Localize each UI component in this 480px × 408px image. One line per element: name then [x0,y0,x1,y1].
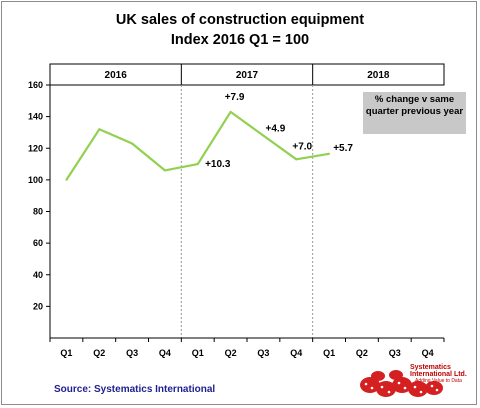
logo-name: Systematics International Ltd. [410,364,467,378]
y-tick-label: 40 [33,270,43,280]
x-tick-label: Q3 [126,348,138,358]
source-note: Source: Systematics International [54,384,216,395]
data-point [196,163,199,166]
year-label: 2017 [236,70,259,81]
y-tick-label: 80 [33,207,43,217]
data-point [98,128,101,131]
x-tick-label: Q4 [159,348,171,358]
x-tick-label: Q2 [93,348,105,358]
data-point [65,178,68,181]
y-tick-label: 140 [28,112,43,122]
x-tick-label: Q2 [356,348,368,358]
x-tick-label: Q4 [422,348,434,358]
year-band [49,63,445,86]
chart-subtitle: Index 2016 Q1 = 100 [170,32,310,48]
y-tick-label: 60 [33,238,43,248]
x-tick-label: Q2 [225,348,237,358]
year-label: 2018 [367,70,390,81]
data-point [295,158,298,161]
data-point [163,169,166,172]
data-label: +5.7 [333,143,353,154]
data-label: +7.9 [225,92,245,103]
logo-tagline: Adding Value to Data [415,378,462,384]
data-label: +10.3 [205,159,231,170]
y-tick-label: 20 [33,301,43,311]
x-tick-label: Q4 [290,348,302,358]
data-point [229,110,232,113]
data-label: +7.0 [292,141,312,152]
data-label: +4.9 [266,124,286,135]
data-point [328,152,331,155]
data-point [262,134,265,137]
y-tick-label: 160 [28,80,43,90]
data-point [131,142,134,145]
y-tick-label: 100 [28,175,43,185]
series-line [65,110,330,181]
x-tick-label: Q3 [389,348,401,358]
x-tick-label: Q1 [323,348,335,358]
x-tick-label: Q3 [257,348,269,358]
systematics-logo [360,370,443,397]
chart-title: UK sales of construction equipment [115,12,365,28]
y-tick-label: 120 [28,143,43,153]
annotation-box: % change v same quarter previous year [363,92,466,134]
x-tick-label: Q1 [60,348,72,358]
x-tick-label: Q1 [192,348,204,358]
year-label: 2016 [105,70,128,81]
